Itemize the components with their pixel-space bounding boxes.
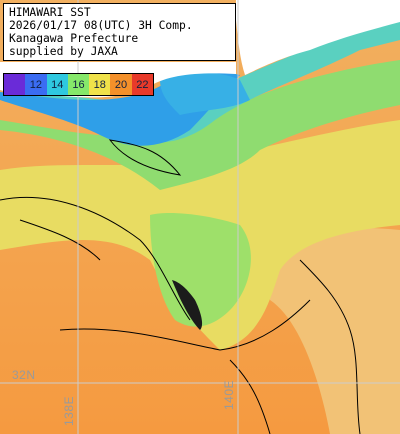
caption-line: Kanagawa Prefecture	[9, 32, 139, 45]
longitude-label: 140E	[222, 379, 236, 410]
land-north	[236, 0, 400, 75]
contour-line	[0, 196, 191, 321]
legend-swatch	[4, 74, 26, 95]
contour-line	[108, 139, 182, 176]
cold-water-bay	[160, 72, 250, 115]
legend-tick: 14	[46, 74, 68, 95]
contour-patch	[172, 280, 203, 330]
color-scale-legend: 12 14 16 18 20 22	[3, 73, 154, 96]
contour-line	[299, 259, 361, 434]
caption-box: HIMAWARI SST 2026/01/17 08(UTC) 3H Comp.…	[3, 3, 236, 61]
east-warm-band	[250, 220, 400, 434]
contour-line	[229, 359, 271, 434]
legend-tick: 12	[25, 74, 47, 95]
legend-tick: 22	[131, 74, 153, 95]
legend-tick: 18	[89, 74, 111, 95]
caption-line: HIMAWARI SST	[9, 6, 91, 19]
contour-line	[59, 299, 311, 351]
caption-line: supplied by JAXA	[9, 45, 118, 58]
sagami-bay-green	[150, 213, 251, 327]
contour-line	[19, 219, 101, 261]
caption-line: 2026/01/17 08(UTC) 3H Comp.	[9, 19, 193, 32]
legend-tick: 20	[110, 74, 132, 95]
longitude-label: 138E	[62, 395, 76, 426]
legend-tick: 16	[67, 74, 90, 95]
latitude-label: 32N	[12, 368, 36, 382]
